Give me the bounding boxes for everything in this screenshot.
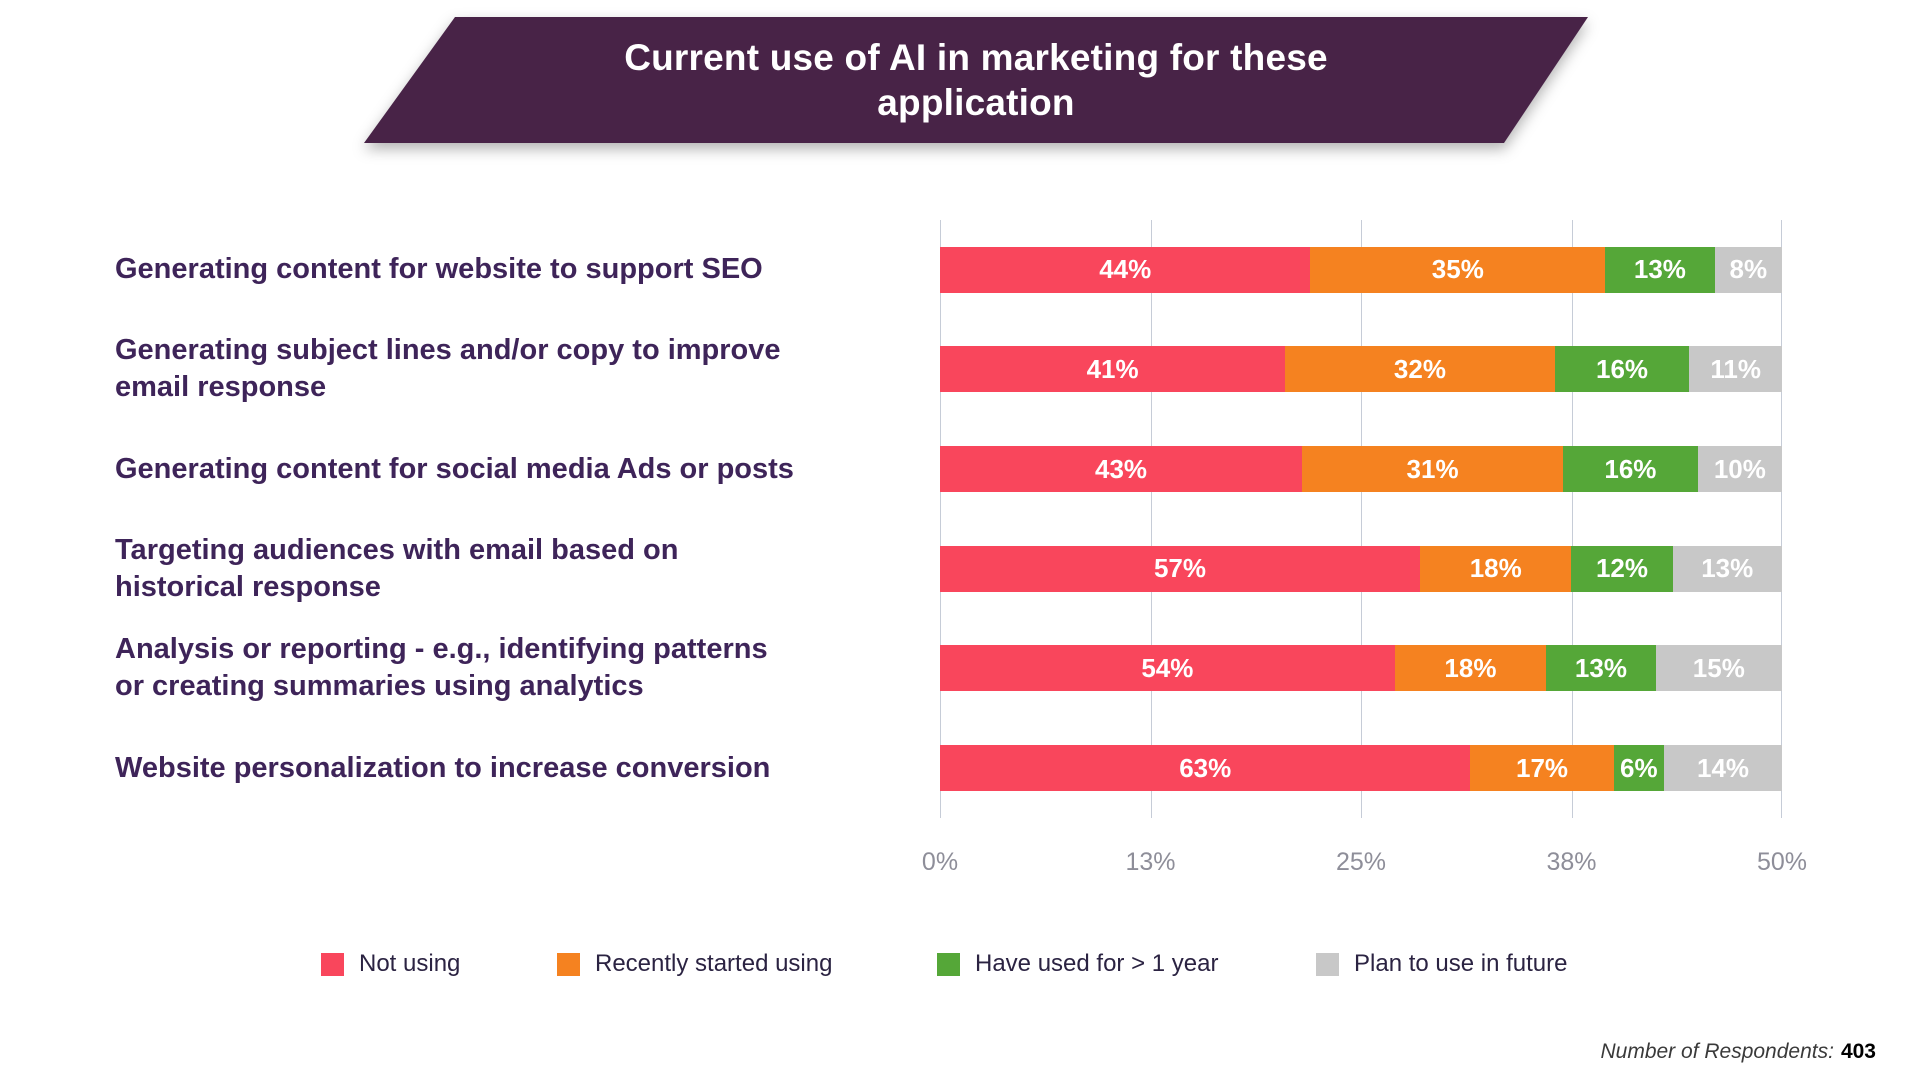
bar-row: 63% 17% 6% 14% [940,718,1782,818]
value-label: 17% [1515,752,1569,783]
legend-swatch [557,952,580,976]
bar-segment-plan-to-use-in-future: 10% [1697,446,1782,493]
category-label: Website personalization to increase conv… [115,751,771,784]
x-tick-label: 0% [921,848,959,876]
bar-segment-have-used-for-1-year: 6% [1613,745,1665,792]
legend-label: Recently started using [595,950,833,977]
bar-segment-plan-to-use-in-future: 14% [1664,745,1782,792]
value-label: 13% [1574,652,1627,683]
legend-item: Plan to use in future [1316,948,1567,980]
plot-area: 44% 35% 13% 8% 41% 32% 16% 11% 43% 31% 16% 10% 57% 18… [922,220,1807,876]
title-banner-shape: Current use of AI in marketing for these… [364,17,1588,143]
x-tick-label: 50% [1756,848,1808,876]
bar-segment-not-using: 43% [940,446,1303,493]
bar-row: 44% 35% 13% 8% [940,220,1782,320]
gridline [940,220,941,818]
bar-segment-have-used-for-1-year: 12% [1571,545,1673,592]
bar-segment-plan-to-use-in-future: 15% [1655,645,1782,692]
category-label: Analysis or reporting - e.g., identifyin… [115,633,768,703]
value-label: 63% [1179,752,1232,783]
value-label: 13% [1701,553,1754,584]
bar-segment-have-used-for-1-year: 16% [1554,346,1690,393]
value-label: 6% [1620,752,1658,783]
x-axis-ticks: 0% 13% 25% 38% 50% [922,848,1807,884]
value-label: 44% [1099,254,1152,285]
legend-item: Not using [321,948,460,980]
value-label: 18% [1469,553,1522,584]
respondents-label: Number of Respondents: [1600,1040,1834,1063]
page-title: Current use of AI in marketing for these… [624,36,1328,123]
value-label: 18% [1444,652,1497,683]
value-label: 43% [1095,453,1148,484]
legend: Not using Recently started using Have used… [0,948,1920,982]
bar-segment-plan-to-use-in-future: 13% [1672,545,1782,592]
value-label: 15% [1692,652,1745,683]
legend-item: Recently started using [557,948,832,980]
bar-segment-recently-started-using: 31% [1302,446,1564,493]
bar-segment-not-using: 44% [940,246,1311,293]
x-tick-label: 38% [1546,848,1597,876]
bar-segment-not-using: 63% [940,745,1471,792]
bar-segment-recently-started-using: 35% [1310,246,1606,293]
value-label: 13% [1633,254,1686,285]
category-label: Targeting audiences with email based on … [115,533,679,603]
value-label: 14% [1697,752,1750,783]
value-label: 8% [1729,254,1768,285]
bar-segment-not-using: 54% [940,645,1395,692]
bar-row: 57% 18% 12% 13% [940,519,1782,619]
legend-label: Not using [359,950,461,977]
x-tick-label: 25% [1335,848,1387,876]
bars: 44% 35% 13% 8% 41% 32% 16% 11% 43% 31% 16% 10% 57% 18… [940,220,1782,818]
title-banner: Current use of AI in marketing for these… [364,17,1588,143]
bar-row: 54% 18% 13% 15% [940,619,1782,719]
legend-item: Have used for > 1 year [937,948,1218,980]
value-label: 41% [1086,353,1139,384]
stacked-bar-chart: Generating content for website to suppor… [115,220,1807,876]
value-label: 10% [1713,453,1766,484]
bar-segment-plan-to-use-in-future: 8% [1714,246,1782,293]
bar-segment-not-using: 41% [940,346,1286,393]
bar-segment-recently-started-using: 18% [1419,545,1572,592]
value-label: 31% [1406,453,1459,484]
respondents-note: Number of Respondents: 403 [1600,1040,1876,1064]
bar-row: 43% 31% 16% 10% [940,419,1782,519]
gridline [1571,220,1573,818]
bar-row: 41% 32% 16% 11% [940,320,1782,420]
bar-segment-recently-started-using: 17% [1470,745,1614,792]
bar-segment-have-used-for-1-year: 13% [1546,645,1656,692]
bar-segment-have-used-for-1-year: 16% [1563,446,1698,493]
bar-segment-have-used-for-1-year: 13% [1605,246,1715,293]
category-labels: Generating content for website to suppor… [115,220,925,818]
respondents-value: 403 [1840,1040,1876,1063]
value-label: 16% [1595,353,1649,384]
value-label: 11% [1710,353,1761,384]
bar-segment-recently-started-using: 32% [1285,346,1555,393]
bar-segment-not-using: 57% [940,545,1420,592]
category-label: Generating subject lines and/or copy to … [115,334,781,404]
legend-swatch [1316,952,1339,976]
gridline [1361,220,1362,818]
gridline [1150,220,1152,818]
value-label: 54% [1141,652,1194,683]
gridline [1781,220,1782,818]
value-label: 35% [1431,254,1484,285]
legend-swatch [937,952,960,976]
x-tick-label: 13% [1125,848,1176,876]
category-label: Generating content for website to suppor… [115,253,763,286]
bar-segment-recently-started-using: 18% [1394,645,1547,692]
value-label: 12% [1595,553,1649,584]
value-label: 57% [1153,553,1206,584]
bar-segment-plan-to-use-in-future: 11% [1689,346,1782,393]
legend-label: Have used for > 1 year [975,950,1219,977]
category-label: Generating content for social media Ads … [115,452,794,485]
value-label: 32% [1393,353,1446,384]
value-label: 16% [1604,453,1657,484]
legend-swatch [321,952,344,976]
legend-label: Plan to use in future [1354,950,1568,977]
